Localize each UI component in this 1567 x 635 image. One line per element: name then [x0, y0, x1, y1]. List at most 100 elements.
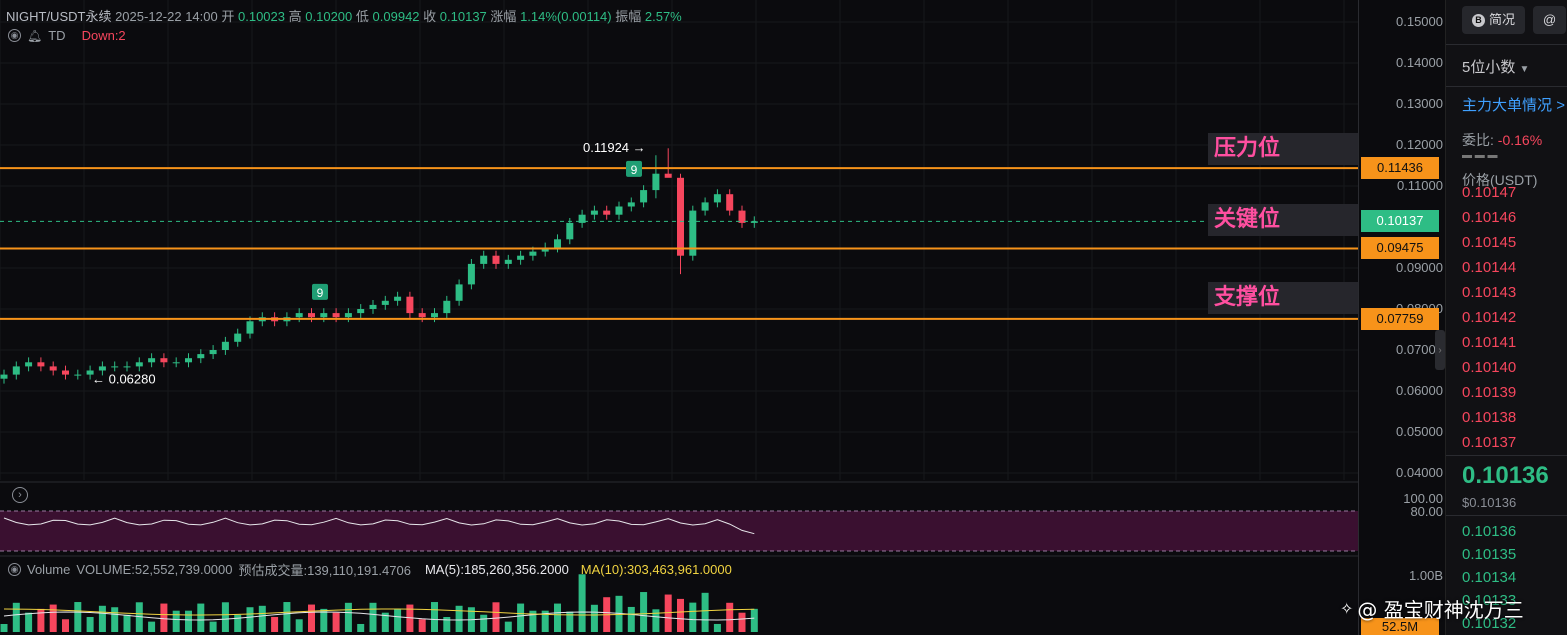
last-price-usd: $0.10136 [1462, 495, 1517, 510]
ask-price[interactable]: 0.10146 [1462, 209, 1517, 226]
candle-body [246, 321, 254, 334]
candle-body [750, 221, 758, 223]
decimals-value: 5位小数 [1462, 59, 1516, 76]
candle-body [25, 362, 33, 367]
overview-button[interactable]: B 简况 [1462, 6, 1526, 34]
candle-body [541, 247, 549, 252]
bid-price[interactable]: 0.10136 [1462, 523, 1517, 540]
ask-price[interactable]: 0.10144 [1462, 259, 1517, 276]
price-axis[interactable]: 0.15000 0.14000 0.13000 0.12000 0.11000 0.090… [1358, 0, 1445, 635]
separator [1446, 86, 1567, 87]
oscillator-line [3, 517, 755, 535]
candle-body [701, 202, 709, 211]
candle-body [590, 210, 598, 215]
alarm-icon[interactable]: 🔔︎ [27, 28, 43, 43]
overview-icon: B [1472, 13, 1485, 27]
panel-collapse-handle[interactable]: › [1435, 330, 1445, 370]
visibility-toggle-icon[interactable]: ◉ [8, 29, 21, 42]
volume-bar [726, 602, 734, 632]
support-price-tag: 0.07759 [1361, 308, 1439, 330]
layout-toggle-icon[interactable]: ▬ ▬ ▬ [1462, 150, 1498, 161]
price-tick: 0.09000 [1396, 260, 1443, 275]
volume-bar [713, 623, 721, 632]
candle-body [504, 259, 512, 264]
decimals-select[interactable]: 5位小数 ▼ [1462, 56, 1529, 77]
ask-price[interactable]: 0.10139 [1462, 384, 1517, 401]
candle-body [664, 173, 672, 178]
candlestick-chart[interactable]: 0.11924 → ← 0.06280 9 9 [0, 0, 1358, 635]
volume-bar [86, 616, 94, 632]
expand-oscillator-icon[interactable]: › [12, 487, 28, 503]
candle-body [492, 255, 500, 264]
volume-bar [246, 607, 254, 632]
volume-bar [394, 608, 402, 632]
volume-bar [357, 623, 365, 632]
volume-ma10-line [3, 608, 755, 616]
ratio-label: 委比: [1462, 132, 1494, 148]
ask-price[interactable]: 0.10141 [1462, 334, 1517, 351]
volume-bar [750, 608, 758, 632]
open-value: 0.10023 [238, 9, 285, 24]
candle-body [480, 255, 488, 264]
price-tick: 0.15000 [1396, 14, 1443, 29]
more-button[interactable]: @ [1533, 6, 1567, 34]
volume-estimate: 预估成交量:139,110,191.4706 [238, 563, 411, 578]
key-level-label: 关键位 [1208, 204, 1358, 236]
amp-value: 2.57% [644, 9, 682, 24]
bid-price[interactable]: 0.10132 [1462, 615, 1517, 632]
bid-price[interactable]: 0.10134 [1462, 569, 1517, 586]
volume-bar [541, 610, 549, 632]
low-annotation: ← 0.06280 [92, 372, 156, 387]
ask-price[interactable]: 0.10140 [1462, 359, 1517, 376]
volume-bar [492, 602, 500, 632]
candle-body [467, 263, 475, 285]
td-status: Down:2 [81, 28, 126, 43]
support-label: 支撑位 [1208, 282, 1358, 314]
ask-price[interactable]: 0.10145 [1462, 234, 1517, 251]
volume-bar [689, 602, 697, 632]
volume-bar [701, 592, 709, 632]
ask-price[interactable]: 0.10138 [1462, 409, 1517, 426]
candle-body [308, 313, 315, 318]
separator [1446, 44, 1567, 45]
volume-bar [320, 608, 328, 632]
candle-body [332, 313, 340, 318]
volume-bar [160, 603, 168, 632]
volume-bar [123, 614, 131, 632]
ask-price[interactable]: 0.10147 [1462, 184, 1517, 201]
candle-body [12, 366, 20, 375]
volume-bar [480, 614, 488, 632]
candle-body [431, 313, 438, 318]
watermark-text: @ 盈宝财神沈万三 [1357, 598, 1524, 622]
candle-body [381, 300, 389, 305]
bid-price[interactable]: 0.10133 [1462, 592, 1517, 609]
close-label: 收 [423, 9, 437, 24]
candle-body [418, 313, 426, 318]
candle-body [406, 296, 414, 314]
volume-bar [111, 607, 119, 632]
candle-body [135, 362, 143, 367]
volume-bar [627, 606, 635, 632]
high-annotation: 0.11924 → [583, 140, 646, 155]
volume-bar [172, 610, 180, 632]
price-tick: 0.13000 [1396, 96, 1443, 111]
candle-body [62, 370, 69, 375]
volume-bar [197, 603, 205, 632]
more-label: @ [1543, 12, 1557, 27]
big-orders-link[interactable]: 主力大单情况 > [1462, 94, 1565, 115]
candle-body [123, 366, 131, 368]
volume-bar [135, 602, 143, 632]
oscillator-band [0, 511, 1358, 551]
chart-area[interactable]: 0.11924 → ← 0.06280 9 9 NIGHT/USDT永续 2025-1… [0, 0, 1358, 635]
ask-price[interactable]: 0.10137 [1462, 434, 1517, 451]
candle-body [713, 194, 721, 203]
ask-price[interactable]: 0.10142 [1462, 309, 1517, 326]
high-value: 0.10200 [305, 9, 353, 24]
volume-visibility-icon[interactable]: ◉ [8, 563, 21, 576]
volume-bar [37, 608, 45, 632]
candle-body [148, 358, 156, 363]
candle-body [344, 313, 352, 318]
ask-price[interactable]: 0.10143 [1462, 284, 1517, 301]
candle-body [221, 341, 229, 350]
bid-price[interactable]: 0.10135 [1462, 546, 1517, 563]
